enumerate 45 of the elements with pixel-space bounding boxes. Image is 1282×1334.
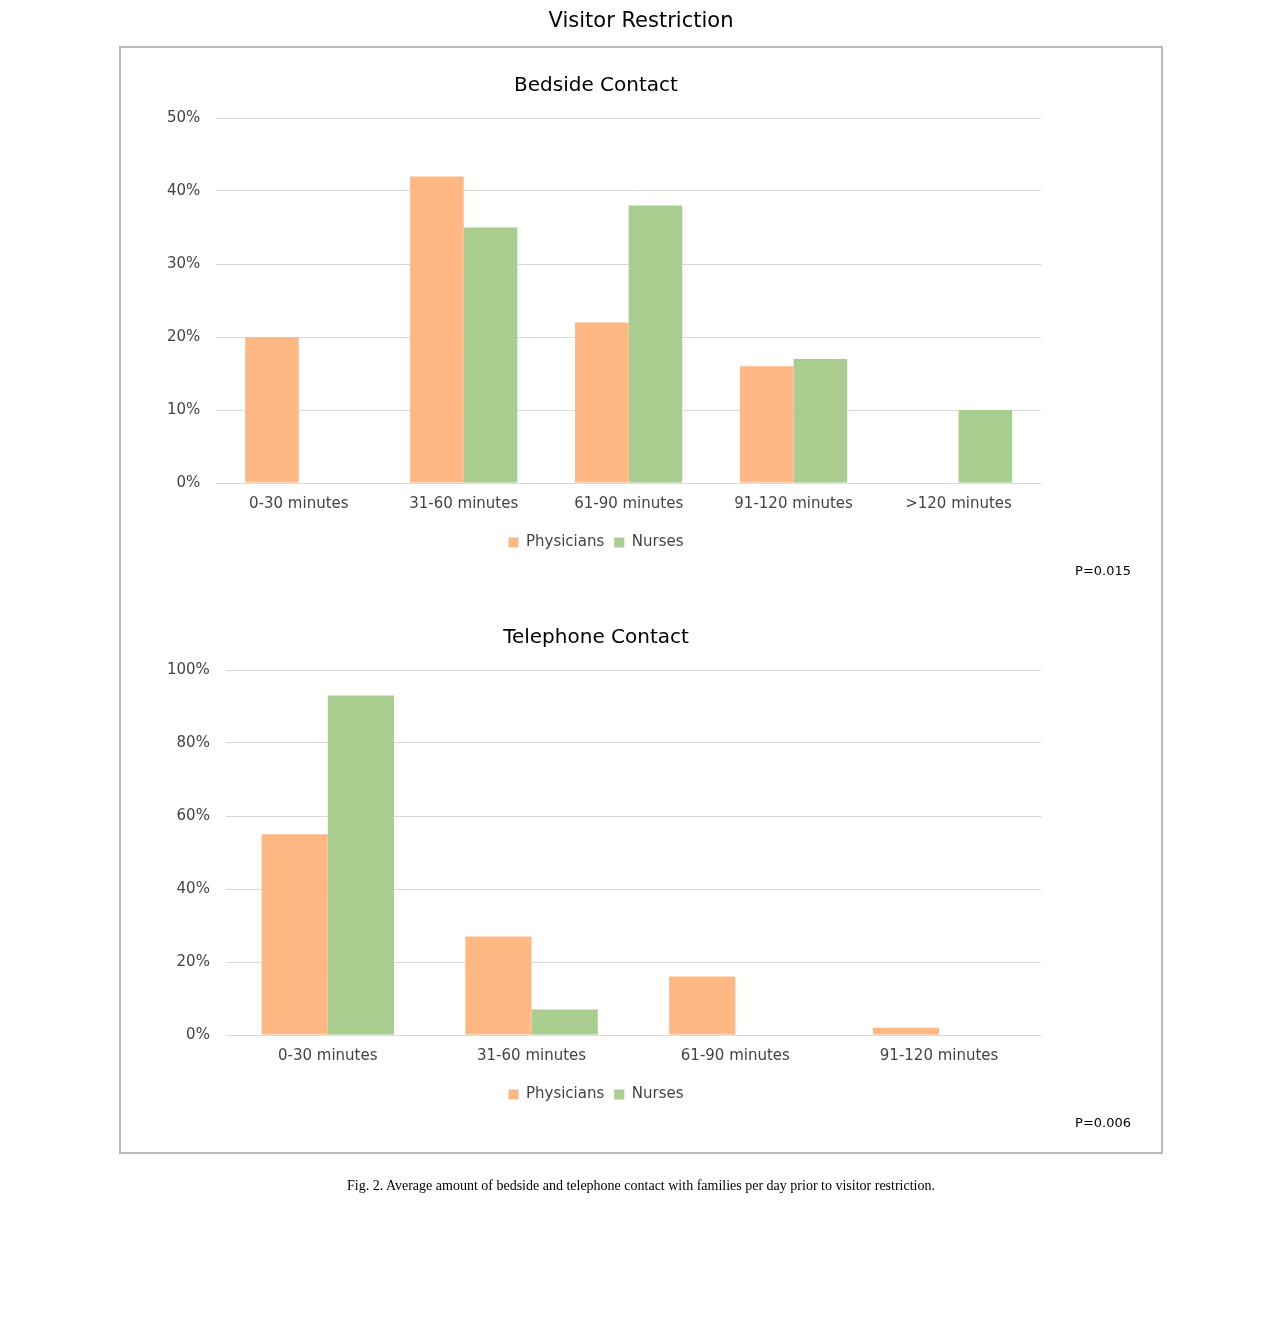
bar <box>793 358 848 483</box>
y-tick-label: 30% <box>167 253 201 272</box>
y-tick-label: 40% <box>167 180 201 199</box>
legend-label: Physicians <box>525 1084 605 1103</box>
x-tick-label: 61-90 minutes <box>574 493 684 512</box>
chart-subtitle: Bedside Contact <box>514 72 679 97</box>
x-tick-label: 0-30 minutes <box>249 493 349 512</box>
bar <box>463 227 518 483</box>
bar <box>245 337 299 483</box>
bar <box>872 1027 940 1035</box>
bar <box>327 695 394 1035</box>
y-tick-label: 100% <box>166 659 210 678</box>
y-tick-label: 80% <box>176 732 210 751</box>
y-tick-label: 50% <box>167 107 201 126</box>
y-tick-label: 20% <box>167 326 201 345</box>
x-tick-label: 31-60 minutes <box>409 493 519 512</box>
bar <box>410 176 464 483</box>
x-tick-label: 31-60 minutes <box>477 1045 587 1064</box>
x-tick-label: 61-90 minutes <box>680 1045 791 1064</box>
chart-title: Visitor Restriction <box>547 8 735 32</box>
bar <box>628 205 683 483</box>
x-tick-label: 91-120 minutes <box>734 493 854 512</box>
y-tick-label: 20% <box>176 951 210 970</box>
x-tick-label: 91-120 minutes <box>879 1045 999 1064</box>
bar <box>958 410 1013 483</box>
text: P=0.006 <box>1075 1114 1131 1130</box>
y-tick-label: 0% <box>186 1024 210 1043</box>
bar <box>531 1009 598 1035</box>
text: P=0.015 <box>1075 562 1131 578</box>
bar <box>740 366 794 483</box>
y-tick-label: 10% <box>167 399 201 418</box>
x-tick-label: 0-30 minutes <box>278 1045 378 1064</box>
y-tick-label: 0% <box>176 472 201 491</box>
x-tick-label: >120 minutes <box>905 493 1013 512</box>
bar <box>261 834 328 1035</box>
legend-label: Nurses <box>631 532 684 551</box>
legend-label: Physicians <box>525 532 605 551</box>
y-tick-label: 60% <box>176 805 210 824</box>
legend-label: Nurses <box>631 1084 684 1103</box>
bar <box>465 936 532 1035</box>
y-tick-label: 40% <box>176 878 210 897</box>
chart-title: Telephone Contact <box>502 624 690 649</box>
bar <box>575 322 629 483</box>
bar <box>669 976 736 1035</box>
caption: Fig. 2. Average amount of bedside and telephone contact with families per day prior to visitor restriction. <box>346 1178 936 1194</box>
